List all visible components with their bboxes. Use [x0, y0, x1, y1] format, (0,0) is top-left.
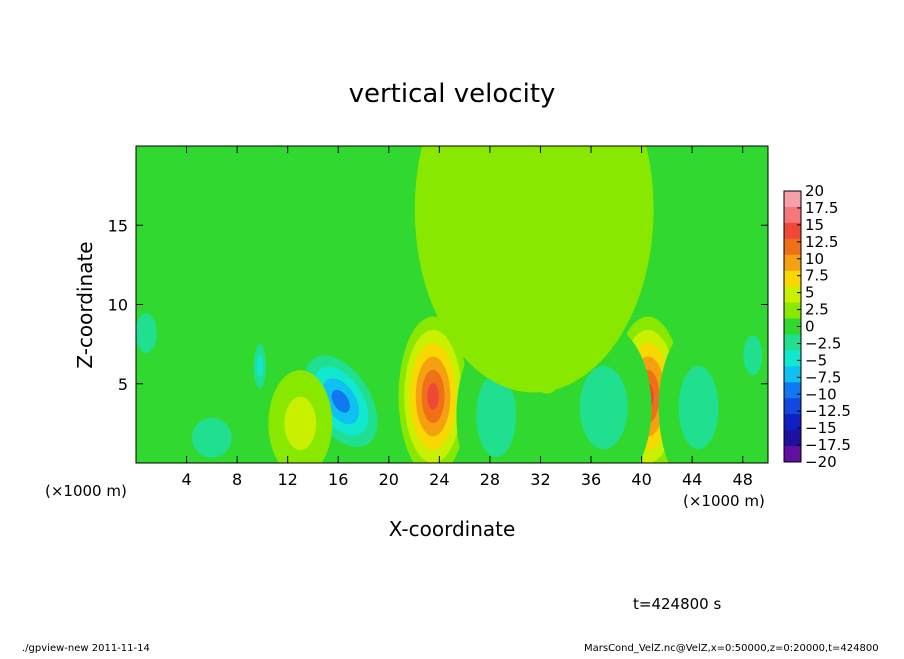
- x-tick-label: 40: [631, 470, 651, 489]
- contour-band: [476, 373, 517, 458]
- colorbar-label: −12.5: [805, 402, 851, 420]
- y-tick-label: 15: [108, 216, 128, 235]
- x-tick-label: 28: [480, 470, 500, 489]
- colorbar-swatch: [784, 350, 801, 367]
- y-axis: 5 10 15: [108, 216, 768, 394]
- y-tick-label: 5: [118, 375, 128, 394]
- x-tick-label: 8: [232, 470, 242, 489]
- velocity-cell: [268, 370, 333, 463]
- x-tick-label: 16: [328, 470, 348, 489]
- colorbar-label: −5: [805, 351, 827, 369]
- colorbar-label: −17.5: [805, 436, 851, 454]
- velocity-cell: [658, 324, 739, 463]
- colorbar-label: −7.5: [805, 368, 841, 386]
- colorbar-label: 15: [805, 216, 824, 234]
- colorbar-label: 5: [805, 284, 815, 302]
- colorbar-label: 17.5: [805, 199, 838, 217]
- colorbar-label: 7.5: [805, 267, 829, 285]
- contour-band: [191, 417, 232, 458]
- y-axis-title: Z-coordinate: [73, 241, 97, 368]
- contour-band: [743, 335, 763, 376]
- colorbar-swatch: [784, 222, 801, 240]
- velocity-cell: [398, 316, 468, 463]
- colorbar-swatch: [784, 191, 801, 208]
- colorbar-swatch: [784, 302, 801, 320]
- x-tick-label: 4: [181, 470, 191, 489]
- colorbar-swatch: [784, 446, 801, 463]
- x-tick-label: 48: [733, 470, 753, 489]
- colorbar-swatch: [784, 238, 801, 256]
- x-tick-label: 12: [278, 470, 298, 489]
- velocity-field: [136, 146, 768, 463]
- time-label: t=424800 s: [633, 595, 721, 613]
- colorbar-swatch: [784, 366, 801, 383]
- x-tick-label: 32: [530, 470, 550, 489]
- x-tick-label: 20: [379, 470, 399, 489]
- colorbar-swatch: [784, 430, 801, 447]
- contour-band: [256, 355, 263, 378]
- y-tick-label: 10: [108, 296, 128, 315]
- colorbar-swatch: [784, 382, 801, 399]
- colorbar-label: 0: [805, 318, 815, 336]
- colorbar-swatch: [784, 334, 801, 351]
- contour-band: [427, 383, 439, 410]
- colorbar: 2017.51512.5107.552.50−2.5−5−7.5−10−12.5…: [783, 182, 851, 471]
- colorbar-swatch: [784, 254, 801, 272]
- contour-band: [678, 365, 719, 450]
- x-tick-label: 36: [581, 470, 601, 489]
- colorbar-swatch: [784, 206, 801, 224]
- x-unit-label: (×1000 m): [45, 482, 127, 500]
- footer-right: MarsCond_VelZ.nc@VelZ,x=0:50000,z=0:2000…: [584, 643, 879, 654]
- x-axis-title: X-coordinate: [389, 517, 516, 541]
- x-axis: 4 8 12 16 20 24 28 32 36 40 44 48: [181, 146, 753, 489]
- colorbar-swatch: [784, 398, 801, 415]
- colorbar-label: 20: [805, 182, 824, 200]
- colorbar-swatch: [784, 318, 801, 335]
- velocity-cell: [734, 315, 768, 396]
- colorbar-swatch: [784, 286, 801, 304]
- colorbar-label: −2.5: [805, 334, 841, 352]
- colorbar-swatch: [784, 270, 801, 288]
- colorbar-label: −15: [805, 419, 837, 437]
- contour-band: [414, 146, 654, 393]
- contour-band: [136, 313, 157, 354]
- contour-band: [579, 365, 628, 450]
- contour-band: [284, 396, 317, 450]
- colorbar-label: 12.5: [805, 233, 838, 251]
- velocity-cell: [136, 293, 168, 373]
- chart-title: vertical velocity: [349, 79, 556, 109]
- colorbar-label: −20: [805, 453, 837, 471]
- velocity-cell: [250, 333, 270, 400]
- footer-left: ./gpview-new 2011-11-14: [22, 643, 150, 654]
- colorbar-label: 10: [805, 250, 824, 268]
- velocity-cell: [172, 397, 252, 463]
- contour-band: [331, 389, 350, 413]
- colorbar-label: 2.5: [805, 301, 829, 319]
- colorbar-label: −10: [805, 385, 837, 403]
- x-unit-label-right: (×1000 m): [683, 492, 765, 510]
- colorbar-swatch: [784, 414, 801, 431]
- x-tick-label: 44: [682, 470, 702, 489]
- x-tick-label: 24: [429, 470, 449, 489]
- velocity-cell: [414, 146, 654, 393]
